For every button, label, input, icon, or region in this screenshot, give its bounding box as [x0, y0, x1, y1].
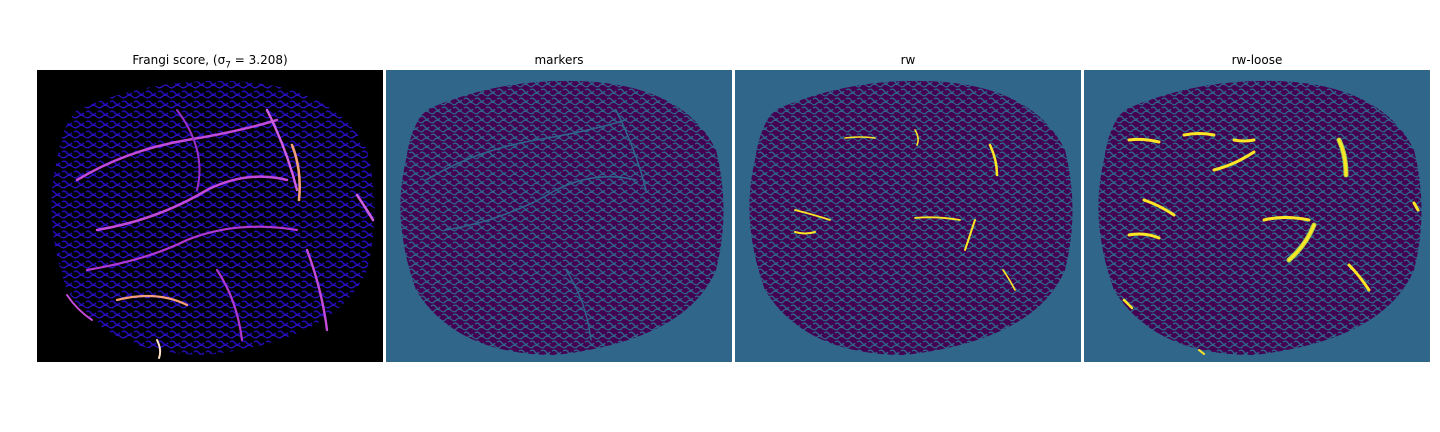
panel-title: Frangi score, (σ7 = 3.208) — [37, 51, 383, 71]
panel-title: markers — [534, 53, 584, 67]
random-walker-loose-segmentation-image — [1084, 70, 1430, 362]
panel-title: rw — [900, 53, 916, 67]
markers-label-map-image — [386, 70, 732, 362]
title-subscript: 7 — [225, 60, 231, 71]
panel-markers: markers — [386, 51, 732, 362]
panel-rw-loose: rw-loose — [1084, 51, 1430, 362]
title-tail: = 3.208) — [230, 53, 288, 67]
panel-rw: rw — [735, 51, 1081, 362]
panel-title: rw-loose — [1231, 53, 1283, 67]
title-main: Frangi score, (σ — [132, 53, 226, 67]
random-walker-segmentation-image — [735, 70, 1081, 362]
panel-frangi-score: Frangi score, (σ7 = 3.208) — [37, 51, 383, 362]
frangi-vesselness-map-image — [37, 70, 383, 362]
